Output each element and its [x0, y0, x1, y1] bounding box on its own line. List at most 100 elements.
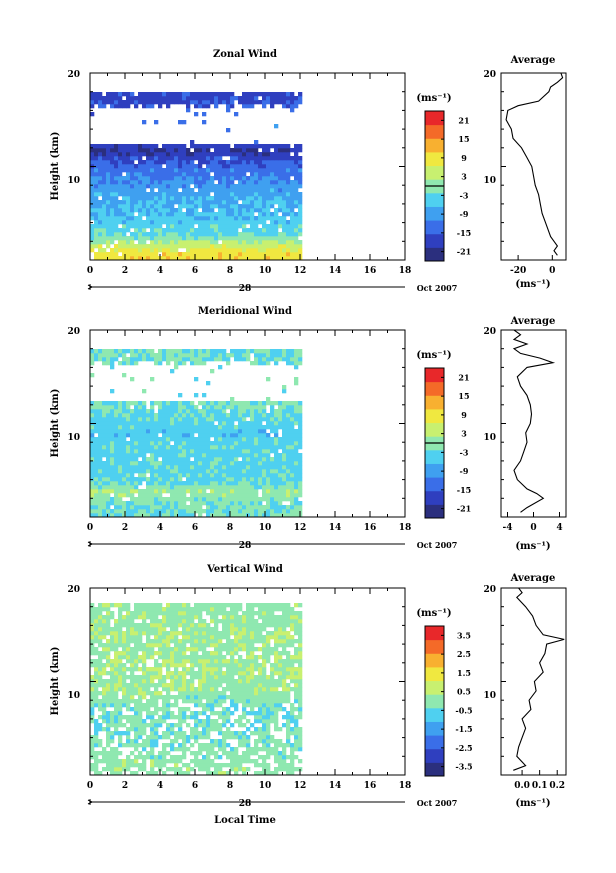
heatmap-cell	[174, 220, 179, 225]
heatmap-cell	[270, 505, 275, 510]
heatmap-cell	[290, 148, 295, 153]
heatmap-cell	[170, 655, 175, 660]
heatmap-cell	[158, 485, 163, 490]
heatmap-cell	[94, 771, 99, 776]
heatmap-cell	[290, 228, 295, 233]
heatmap-cell	[214, 509, 219, 514]
heatmap-cell	[170, 513, 175, 518]
heatmap-cell	[158, 473, 163, 478]
heatmap-cell	[218, 481, 223, 486]
heatmap-cell	[250, 164, 255, 169]
heatmap-cell	[210, 493, 215, 498]
heatmap-cell	[94, 429, 99, 434]
heatmap-cell	[214, 176, 219, 181]
heatmap-cell	[214, 651, 219, 656]
heatmap-cell	[146, 755, 151, 760]
heatmap-cell	[118, 477, 123, 482]
heatmap-cell	[286, 224, 291, 229]
heatmap-cell	[194, 655, 199, 660]
heatmap-cell	[262, 759, 267, 764]
heatmap-cell	[166, 505, 171, 510]
heatmap-cell	[114, 727, 119, 732]
heatmap-cell	[286, 208, 291, 213]
heatmap-cell	[114, 196, 119, 201]
heatmap-cell	[150, 655, 155, 660]
heatmap-cell	[122, 433, 127, 438]
heatmap-cell	[202, 743, 207, 748]
heatmap-cell	[266, 168, 271, 173]
heatmap-cell	[258, 735, 263, 740]
heatmap-cell	[126, 465, 131, 470]
heatmap-cell	[250, 659, 255, 664]
heatmap-cell	[242, 707, 247, 712]
heatmap-cell	[138, 445, 143, 450]
heatmap-cell	[242, 248, 247, 253]
heatmap-cell	[150, 727, 155, 732]
heatmap-cell	[202, 457, 207, 462]
heatmap-cell	[162, 100, 167, 105]
heatmap-cell	[274, 409, 279, 414]
heatmap-cell	[246, 236, 251, 241]
heatmap-cell	[98, 401, 103, 406]
heatmap-cell	[114, 256, 119, 261]
avg-x-tick-label: 4	[556, 523, 562, 533]
heatmap-cell	[262, 184, 267, 189]
heatmap-cell	[194, 751, 199, 756]
heatmap-cell	[226, 469, 231, 474]
heatmap-cell	[226, 204, 231, 209]
heatmap-cell	[266, 353, 271, 358]
heatmap-cell	[126, 655, 131, 660]
heatmap-cell	[234, 357, 239, 362]
heatmap-cell	[162, 659, 167, 664]
heatmap-cell	[266, 683, 271, 688]
heatmap-cell	[194, 172, 199, 177]
avg-y-tick-label: 10	[483, 176, 496, 186]
heatmap-cell	[246, 96, 251, 101]
heatmap-cell	[190, 663, 195, 668]
heatmap-cell	[290, 663, 295, 668]
heatmap-cell	[138, 449, 143, 454]
heatmap-cell	[190, 679, 195, 684]
heatmap-cell	[102, 477, 107, 482]
heatmap-cell	[122, 361, 127, 366]
heatmap-cell	[174, 497, 179, 502]
heatmap-cell	[222, 771, 227, 776]
heatmap-cell	[138, 180, 143, 185]
heatmap-cell	[230, 353, 235, 358]
heatmap-cell	[162, 469, 167, 474]
heatmap-cell	[166, 457, 171, 462]
heatmap-cell	[98, 240, 103, 245]
heatmap-cell	[258, 441, 263, 446]
heatmap-cell	[118, 461, 123, 466]
heatmap-cell	[230, 663, 235, 668]
heatmap-cell	[206, 244, 211, 249]
heatmap-cell	[162, 144, 167, 149]
heatmap-cell	[106, 176, 111, 181]
heatmap-cell	[110, 405, 115, 410]
heatmap-cell	[142, 647, 147, 652]
heatmap-cell	[266, 465, 271, 470]
heatmap-cell	[274, 441, 279, 446]
heatmap-cell	[162, 252, 167, 257]
heatmap-cell	[218, 417, 223, 422]
heatmap-cell	[126, 453, 131, 458]
heatmap-cell	[242, 735, 247, 740]
heatmap-cell	[106, 441, 111, 446]
heatmap-cell	[282, 763, 287, 768]
heatmap-cell	[162, 707, 167, 712]
heatmap-cell	[282, 252, 287, 257]
heatmap-cell	[126, 172, 131, 177]
heatmap-cell	[214, 699, 219, 704]
heatmap-cell	[218, 659, 223, 664]
heatmap-cell	[190, 172, 195, 177]
heatmap-cell	[110, 473, 115, 478]
heatmap-cell	[242, 465, 247, 470]
heatmap-cell	[98, 707, 103, 712]
heatmap-cell	[166, 204, 171, 209]
heatmap-cell	[246, 156, 251, 161]
heatmap-cell	[282, 457, 287, 462]
colorbar-tick-label: -15	[457, 228, 471, 238]
heatmap-cell	[222, 212, 227, 217]
heatmap-cell	[94, 349, 99, 354]
heatmap-cell	[166, 208, 171, 213]
